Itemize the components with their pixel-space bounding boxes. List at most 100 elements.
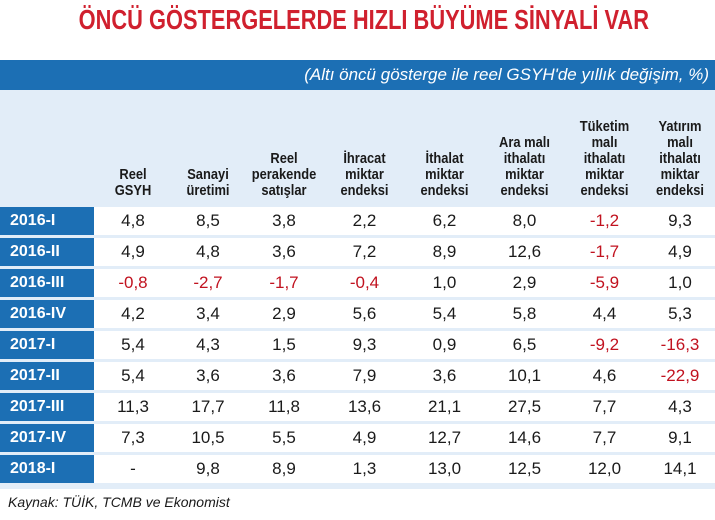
row-label: 2016-IV (0, 300, 94, 328)
column-header-line: endeksi (500, 182, 549, 199)
column-header-line: miktar (585, 166, 624, 183)
table-row: 2016-II 4,9 4,8 3,6 7,2 8,9 12,6 -1,7 4,9 (0, 238, 715, 266)
row-label: 2017-IV (0, 424, 94, 452)
column-header-line: üretimi (186, 182, 230, 199)
table-row: 2017-IV 7,3 10,5 5,5 4,9 12,7 14,6 7,7 9,1 (0, 424, 715, 452)
table-cell: -1,2 (589, 211, 620, 230)
table-cell: 9,1 (668, 428, 692, 447)
table-cell: 5,6 (352, 304, 377, 323)
table-cell: 5,8 (512, 304, 537, 323)
table-cell: 9,3 (668, 211, 692, 230)
table-header: Reel GSYH Sanayi üretimi Reel perakende satışl… (0, 90, 715, 203)
row-label: 2016-III (0, 269, 94, 297)
table-cell: 3,6 (196, 366, 220, 385)
table-cell: -9,2 (589, 335, 620, 354)
table-cell: 4,9 (352, 428, 377, 447)
column-header-line: Tüketim (579, 118, 630, 135)
table-row: 2017-III 11,3 17,7 11,8 13,6 21,1 27,5 7,7 4,3 (0, 393, 715, 421)
table-cell: -1,7 (589, 242, 620, 261)
column-header-line: endeksi (420, 182, 469, 199)
table-cell: 12,5 (507, 459, 542, 478)
column-header-line: malı (667, 134, 693, 151)
column-header: Tüketim malı ithalatı miktar endeksi (571, 119, 639, 199)
column-header-line: endeksi (580, 182, 629, 199)
table-cell: 21,1 (427, 397, 462, 416)
row-label: 2018-I (0, 455, 94, 483)
row-label: 2017-I (0, 331, 94, 359)
table-cell: 11,8 (268, 397, 300, 416)
column-header-line: ithalatı (503, 150, 546, 167)
row-label: 2016-II (0, 238, 94, 266)
table-cell: 3,4 (196, 304, 220, 323)
table-cell: 7,3 (121, 428, 145, 447)
table-cell: -22,9 (660, 366, 700, 385)
column-header-line: Reel (270, 150, 298, 167)
table-cell: -5,9 (589, 273, 620, 292)
column-header: Reel perakende satışlar (250, 151, 319, 199)
column-header-line: Sanayi (187, 166, 229, 183)
table-cell: 7,7 (592, 428, 617, 447)
table-cell: 5,4 (121, 335, 145, 354)
row-label: 2017-II (0, 362, 94, 390)
table-cell: 8,0 (512, 211, 537, 230)
column-header-line: miktar (345, 166, 384, 183)
table-cell: 5,3 (668, 304, 692, 323)
table-row: 2016-I 4,8 8,5 3,8 2,2 6,2 8,0 -1,2 9,3 (0, 207, 715, 235)
table-cell: 3,6 (432, 366, 457, 385)
column-header-line: miktar (660, 166, 700, 183)
column-header-line: Ara malı (499, 134, 550, 151)
column-header: Reel GSYH (99, 167, 166, 199)
table-cell: 4,8 (121, 211, 145, 230)
table-cell: 2,2 (352, 211, 377, 230)
table-cell: 4,2 (121, 304, 145, 323)
column-header-line: miktar (425, 166, 464, 183)
table-cell: 4,6 (592, 366, 617, 385)
table-cell: 4,9 (121, 242, 145, 261)
table-cell: 6,5 (512, 335, 537, 354)
table-cell: 3,6 (272, 366, 296, 385)
table-cell: 11,3 (117, 397, 149, 416)
table-cell: 3,6 (272, 242, 296, 261)
table-cell: 14,6 (507, 428, 542, 447)
data-table: Reel GSYH Sanayi üretimi Reel perakende satışl… (0, 90, 715, 489)
table-cell: 9,3 (352, 335, 377, 354)
column-header-line: malı (591, 134, 618, 151)
table-cell: 12,0 (587, 459, 622, 478)
column-header-line: miktar (505, 166, 544, 183)
table-cell: 12,7 (427, 428, 462, 447)
table-cell: -2,7 (193, 273, 223, 292)
column-header-line: İhracat (343, 150, 386, 167)
table-cell: 6,2 (432, 211, 457, 230)
table-cell: 7,7 (592, 397, 617, 416)
table-cell: 0,9 (432, 335, 457, 354)
table-cell: 5,5 (272, 428, 296, 447)
source-note: Kaynak: TÜİK, TCMB ve Ekonomist (8, 494, 230, 510)
column-header-line: perakende (251, 166, 317, 183)
table-cell: 8,5 (196, 211, 220, 230)
column-header: Yatırım malı ithalatı miktar endeksi (650, 119, 710, 199)
table-cell: 4,4 (592, 304, 617, 323)
table-cell: 5,4 (432, 304, 457, 323)
table-cell: 7,9 (352, 366, 377, 385)
table-row: 2017-I 5,4 4,3 1,5 9,3 0,9 6,5 -9,2 -16,3 (0, 331, 715, 359)
table-cell: 2,9 (512, 273, 537, 292)
table-cell: 1,0 (432, 273, 457, 292)
table-cell: 12,6 (507, 242, 542, 261)
table-cell: -1,7 (269, 273, 299, 292)
table-cell: 1,5 (272, 335, 296, 354)
table-cell: 1,0 (668, 273, 692, 292)
table-row: 2016-IV 4,2 3,4 2,9 5,6 5,4 5,8 4,4 5,3 (0, 300, 715, 328)
column-header-line: Reel (119, 166, 147, 183)
table-row: 2017-II 5,4 3,6 3,6 7,9 3,6 10,1 4,6 -22,9 (0, 362, 715, 390)
table-cell: 8,9 (272, 459, 296, 478)
table-cell: 9,8 (196, 459, 220, 478)
table-cell: 14,1 (663, 459, 697, 478)
table-cell: 13,0 (427, 459, 462, 478)
row-label: 2016-I (0, 207, 94, 235)
table-row: 2016-III -0,8 -2,7 -1,7 -0,4 1,0 2,9 -5,9 1,0 (0, 269, 715, 297)
column-header-line: ithalatı (583, 150, 626, 167)
column-header-line: endeksi (655, 182, 705, 199)
table-cell: 13,6 (347, 397, 382, 416)
table-row: 2018-I - 9,8 8,9 1,3 13,0 12,5 12,0 14,1 (0, 455, 715, 483)
table-cell: 7,2 (352, 242, 377, 261)
